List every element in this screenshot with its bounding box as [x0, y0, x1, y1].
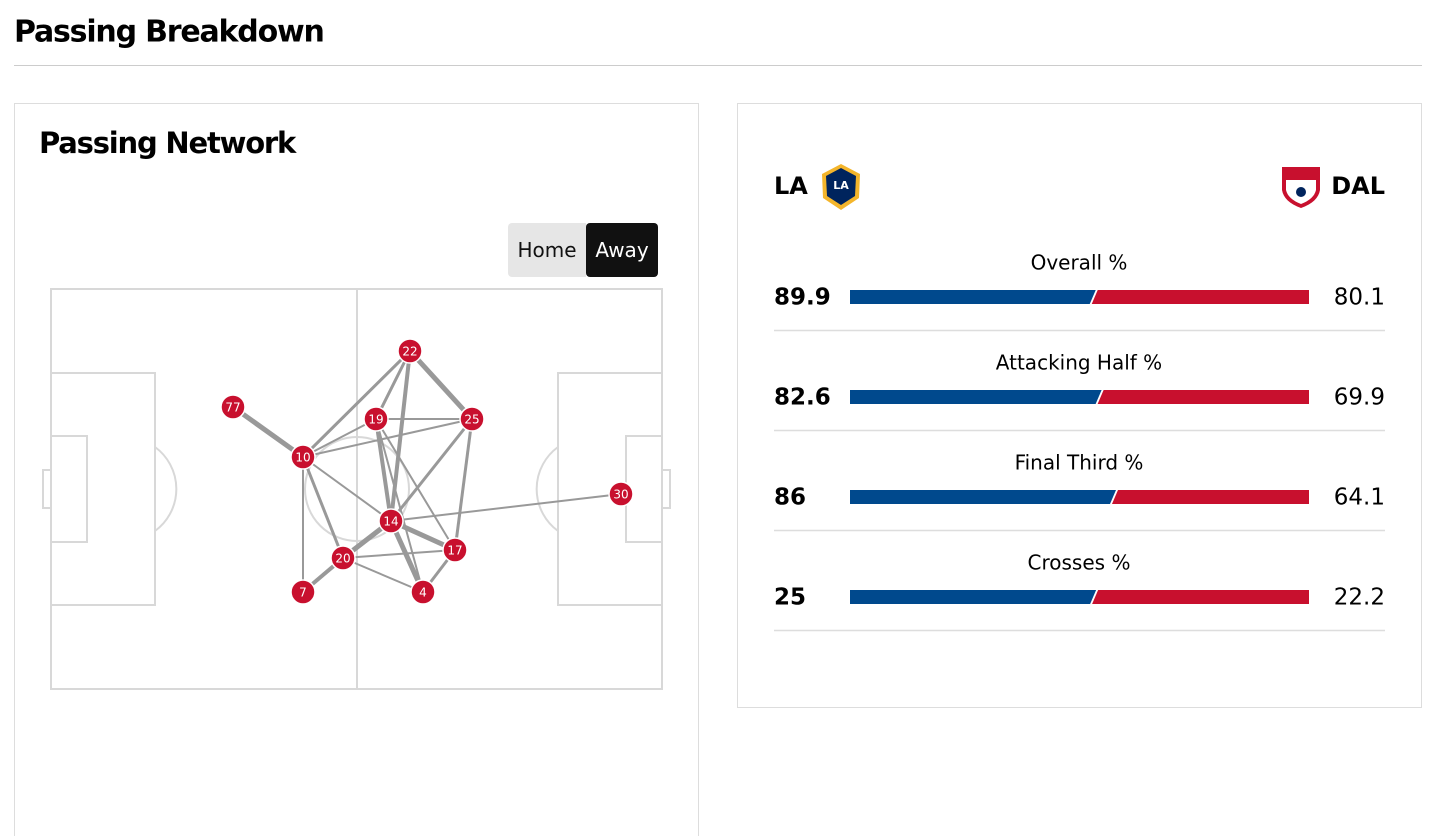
dal-logo — [1282, 167, 1320, 208]
home-bar — [850, 290, 1096, 304]
player-number: 20 — [335, 552, 350, 566]
player-node — [290, 444, 316, 470]
away-bar — [1091, 290, 1309, 304]
home-bar — [850, 390, 1102, 404]
player-node — [397, 338, 423, 364]
player-node — [410, 579, 436, 605]
pass-link — [389, 418, 474, 522]
page-title: Passing Breakdown — [14, 15, 324, 50]
stat-label: Crosses % — [1028, 551, 1131, 575]
pitch — [42, 288, 671, 690]
player-node — [330, 545, 356, 571]
pass-link — [342, 549, 456, 559]
player-number: 30 — [613, 488, 628, 502]
player-number: 10 — [295, 451, 310, 465]
player-node — [378, 508, 404, 534]
home-value: 82.6 — [774, 385, 831, 411]
player-number: 77 — [225, 401, 240, 415]
away-value: 64.1 — [1334, 485, 1385, 511]
home-value: 89.9 — [774, 285, 831, 311]
player-node — [290, 579, 316, 605]
pass-link — [375, 418, 424, 593]
player-number: 25 — [464, 413, 479, 427]
pass-link — [408, 349, 474, 421]
player-number: 17 — [447, 544, 462, 558]
player-node — [363, 406, 389, 432]
pass-link — [453, 418, 474, 551]
home-value: 25 — [774, 585, 806, 611]
pass-link — [390, 493, 622, 522]
away-team: DAL — [1331, 172, 1385, 200]
panel-title: Passing Network — [39, 126, 297, 160]
pass-link — [301, 349, 412, 459]
tab[interactable]: Home — [508, 223, 586, 277]
tab[interactable]: Away — [586, 223, 658, 277]
pass-link — [231, 404, 305, 460]
home-bar — [850, 590, 1097, 604]
home-team: LA — [774, 172, 808, 200]
away-bar — [1097, 390, 1309, 404]
away-bar — [1111, 490, 1309, 504]
player-node — [608, 481, 634, 507]
pass-link — [374, 418, 393, 522]
players: 22 77 19 25 10 30 14 17 20 7 4 — [220, 338, 634, 605]
away-value: 69.9 — [1334, 385, 1385, 411]
player-node — [459, 406, 485, 432]
player-number: 22 — [402, 345, 417, 359]
player-number: 19 — [368, 413, 383, 427]
stat-rows: Overall % 89.9 80.1 Attacking Half % 82.6 69.… — [774, 251, 1385, 632]
player-number: 14 — [383, 515, 398, 529]
stat-label: Attacking Half % — [996, 351, 1162, 375]
stat-label: Overall % — [1031, 251, 1128, 275]
la-logo: LA — [822, 164, 860, 210]
home-value: 86 — [774, 485, 806, 511]
player-number: 4 — [419, 586, 427, 600]
stat-label: Final Third % — [1015, 451, 1144, 475]
away-value: 80.1 — [1334, 285, 1385, 311]
home-bar — [850, 490, 1116, 504]
player-node — [442, 537, 468, 563]
player-number: 7 — [299, 586, 307, 600]
away-bar — [1092, 590, 1309, 604]
pass-link — [302, 418, 377, 458]
pass-link — [301, 456, 345, 559]
svg-text:LA: LA — [833, 179, 849, 192]
pass-link — [388, 519, 426, 594]
tab-group: Home Away — [508, 223, 658, 277]
pass-link — [342, 557, 424, 593]
pass-link — [375, 418, 456, 551]
away-value: 22.2 — [1334, 585, 1385, 611]
pass-link — [389, 350, 412, 522]
player-node — [220, 394, 246, 420]
pass-link — [302, 456, 392, 522]
